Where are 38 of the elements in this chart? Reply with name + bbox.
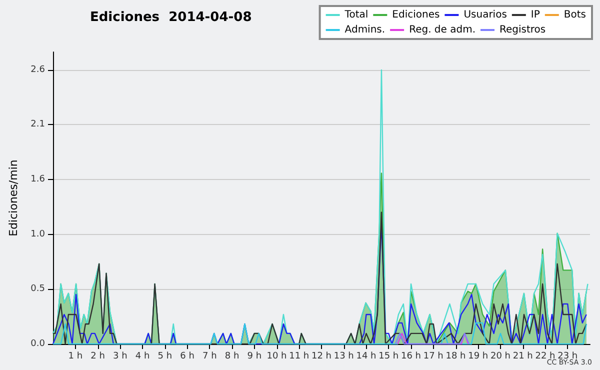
x-tick-label: 16 h xyxy=(400,352,422,362)
x-tick-label: 10 h xyxy=(266,352,287,362)
y-tick-label: 1.0 xyxy=(30,229,46,240)
x-tick-label: 15 h xyxy=(378,352,399,362)
x-tick-label: 12 h xyxy=(311,352,332,362)
legend-label: Bots xyxy=(564,10,586,20)
x-tick-label: 18 h xyxy=(446,352,466,362)
x-tick-label: 17 h xyxy=(423,352,444,362)
x-tick-label: 13 h xyxy=(334,352,354,362)
y-tick-label: 0.5 xyxy=(30,284,45,294)
y-tick-label: 1.6 xyxy=(30,174,46,185)
x-tick-label: 5 h xyxy=(158,352,172,362)
legend-label: Ediciones xyxy=(392,10,440,20)
line-series xyxy=(52,322,588,345)
x-tick-label: 2 h xyxy=(90,352,105,362)
x-tick-label: 20 h xyxy=(490,352,511,362)
x-tick-label: 8 h xyxy=(224,352,240,362)
y-tick-label: 0.0 xyxy=(30,339,46,349)
y-axis-title: Ediciones/min xyxy=(7,160,20,236)
legend-label: Total xyxy=(344,10,368,20)
y-tick-label: 2.1 xyxy=(30,120,45,130)
y-tick-label: 2.6 xyxy=(30,64,46,75)
x-tick-label: 21 h xyxy=(512,352,533,362)
x-tick-label: 6 h xyxy=(180,352,194,362)
x-tick-label: 14 h xyxy=(356,352,376,362)
legend-label: Admins. xyxy=(344,24,386,36)
legend-label: Registros xyxy=(499,24,546,36)
legend-label: Reg. de adm. xyxy=(409,24,476,36)
x-tick-label: 3 h xyxy=(112,352,128,362)
x-tick-label: 1 h xyxy=(68,352,83,362)
chart-title: Ediciones 2014-04-08 xyxy=(90,10,252,25)
x-tick-label: 4 h xyxy=(135,352,150,362)
legend-label: Usuarios xyxy=(464,10,507,20)
x-tick-label: 11 h xyxy=(289,352,310,362)
x-tick-label: 7 h xyxy=(202,352,217,362)
legend-label: IP xyxy=(530,10,540,20)
x-tick-label: 19 h xyxy=(468,352,488,362)
x-tick-label: 9 h xyxy=(247,352,262,362)
